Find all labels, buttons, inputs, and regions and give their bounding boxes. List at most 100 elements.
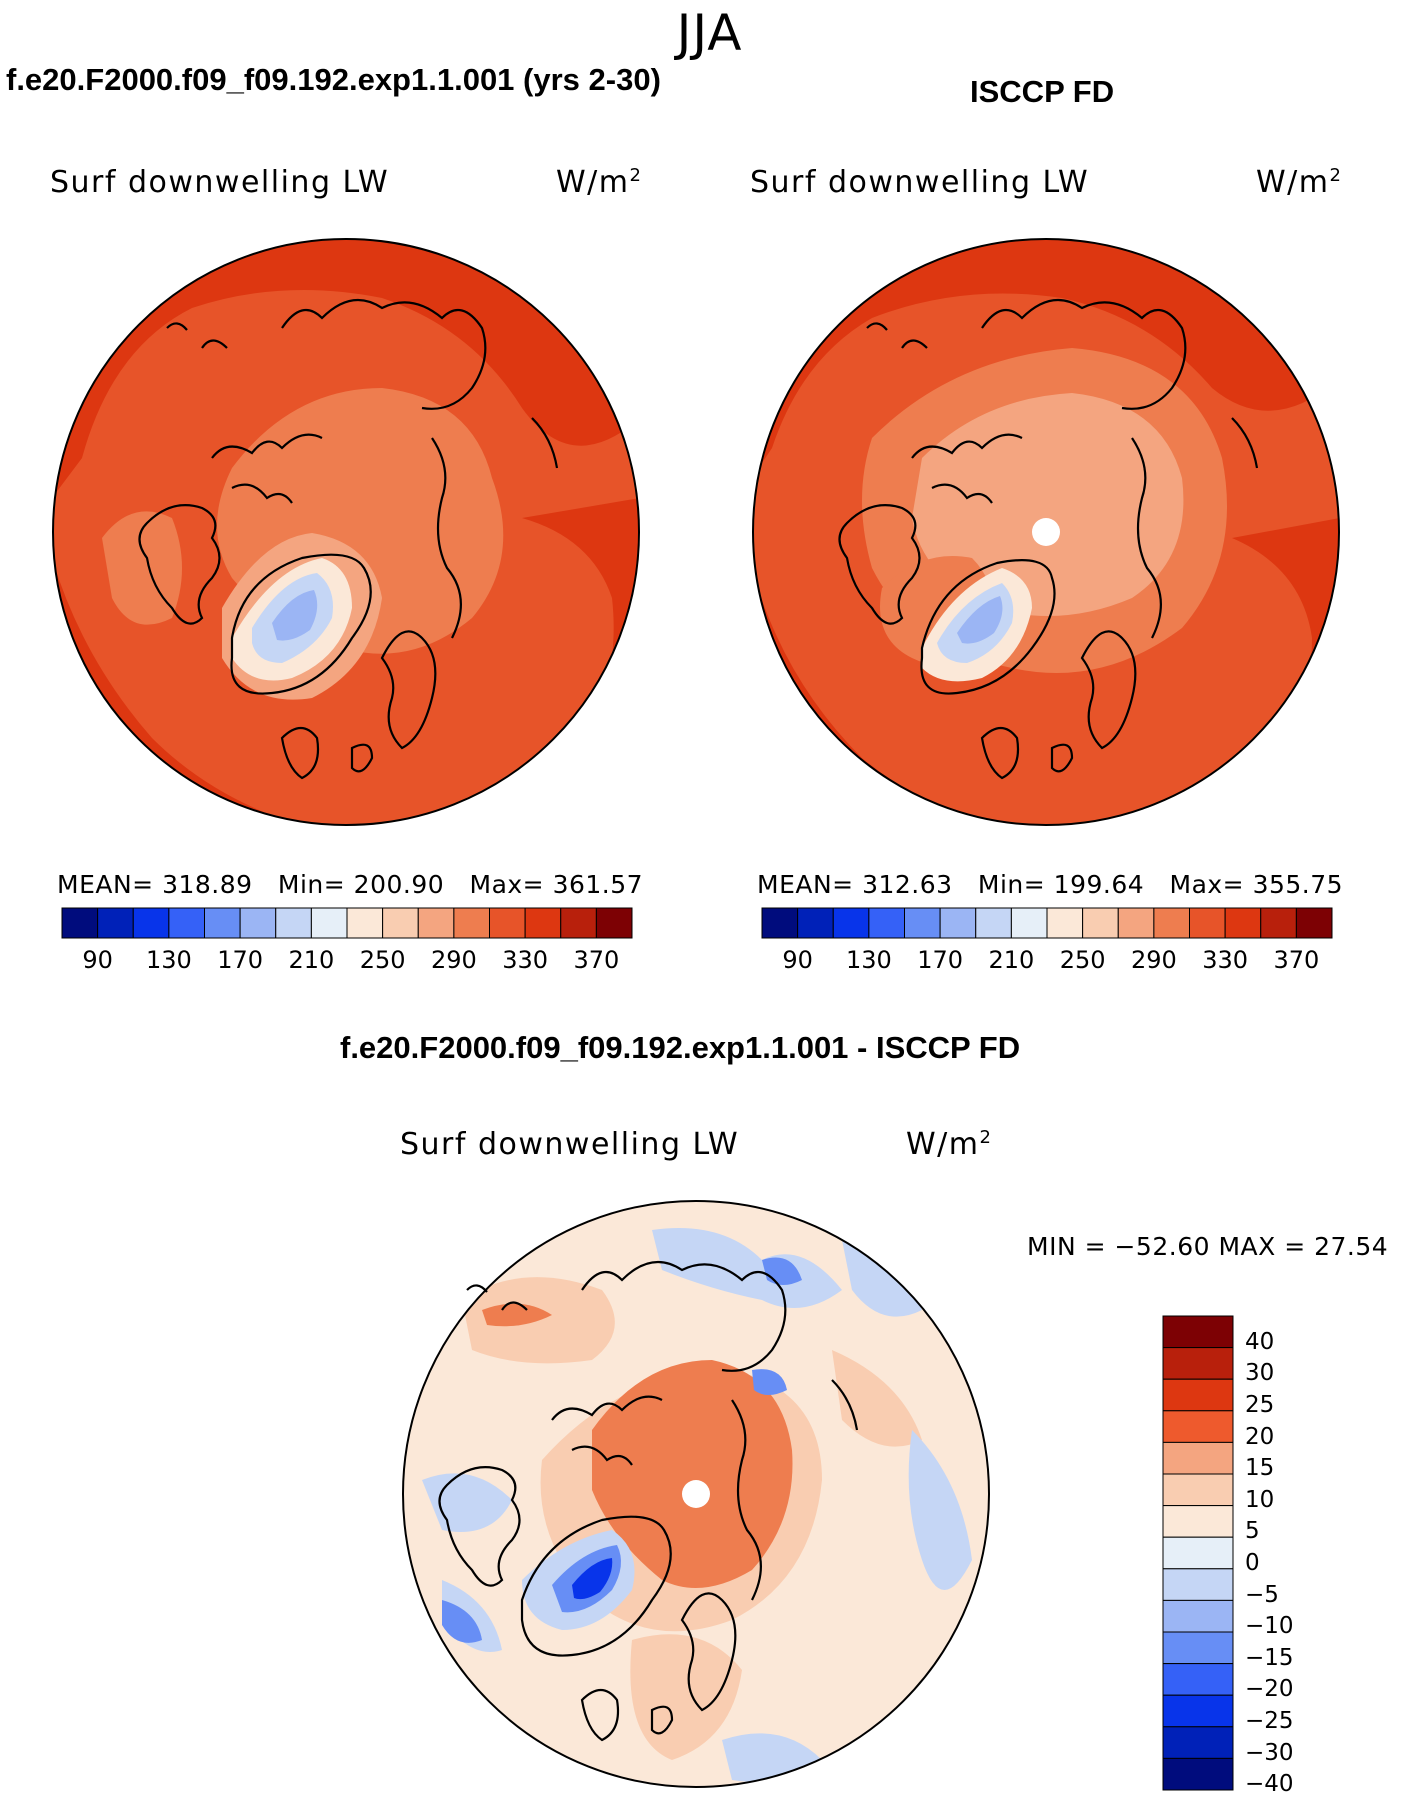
season-title: JJA [676, 4, 743, 62]
diff-panel-polar-map [402, 1200, 990, 1788]
panel-2-colorbar-swatch [1046, 907, 1084, 939]
panel-1-colorbar-tick-label: 290 [430, 946, 477, 974]
panel-1-colorbar-swatch [382, 907, 419, 939]
diff-colorbar-tick-label: −5 [1245, 1581, 1279, 1608]
panel-2-min-value: 199.64 [1053, 870, 1145, 899]
diff-colorbar-swatch [1162, 1536, 1234, 1570]
diff-colorbar-swatch [1162, 1441, 1234, 1475]
panel-2-colorbar-swatch [868, 907, 905, 939]
diff-colorbar-tick-label: 10 [1245, 1486, 1275, 1513]
panel-1-colorbar-swatch [346, 907, 384, 939]
diff-colorbar-tick-label: 25 [1245, 1392, 1275, 1419]
panel-2-max-value: 355.75 [1252, 870, 1344, 899]
panel-1-colorbar-swatch [275, 907, 312, 939]
panel-1-colorbar-swatch [132, 907, 170, 939]
panel-1-colorbar-swatch [97, 907, 134, 939]
panel-1-colorbar-swatch [168, 907, 205, 939]
panel-2-colorbar-tick-label: 210 [988, 946, 1035, 974]
panel-2-variable-label: Surf downwelling LW [750, 165, 1090, 200]
panel-2-colorbar-tick-label: 90 [782, 946, 813, 974]
panel-2-polar-map [752, 238, 1340, 826]
diff-colorbar-tick-label: 15 [1245, 1455, 1275, 1482]
diff-colorbar-swatch [1162, 1599, 1234, 1633]
diff-panel-units: W/m2 [906, 1127, 993, 1162]
panel-1-colorbar-tick-label: 170 [217, 946, 264, 974]
panel-2-colorbar-swatch [904, 907, 941, 939]
panel-1-colorbar-swatch [61, 907, 99, 939]
panel-2-colorbar-swatch [1260, 907, 1297, 939]
panel-2-colorbar-tick-label: 170 [917, 946, 964, 974]
diff-colorbar-swatch [1162, 1410, 1234, 1443]
panel-1-colorbar-swatch [417, 907, 455, 939]
panel-1-colorbar-swatch [310, 907, 348, 939]
diff-colorbar-swatch [1162, 1757, 1234, 1791]
panel-1-min-value: 200.90 [353, 870, 445, 899]
panel-2-colorbar-swatch [797, 907, 834, 939]
panel-2-mean-value: 312.63 [862, 870, 953, 899]
diff-colorbar-swatch [1162, 1505, 1234, 1538]
panel-1-mean-value: 318.89 [162, 870, 253, 899]
diff-colorbar-tick-label: −20 [1245, 1676, 1294, 1703]
diff-colorbar-tick-label: 0 [1245, 1550, 1260, 1577]
panel-1-variable-label: Surf downwelling LW [50, 165, 390, 200]
panel-2-colorbar-swatch [939, 907, 977, 939]
diff-colorbar-tick-label: 40 [1245, 1328, 1275, 1355]
panel-1-colorbar-swatch [560, 907, 597, 939]
panel-2-pole-missing-data [1032, 518, 1060, 546]
diff-colorbar-swatch [1162, 1663, 1234, 1696]
panel-2-colorbar-swatch [1224, 907, 1262, 939]
diff-panel-colorbar-labels: 40 30 25 20 15 10 5 0 −5 −10 −15 −20 −25 −30 −40 [1245, 1316, 1365, 1797]
diff-panel-title: f.e20.F2000.f09_f09.192.exp1.1.001 - ISC… [340, 1030, 1021, 1065]
panel-2-colorbar-swatch [1082, 907, 1119, 939]
panel-2-colorbar-swatch [761, 907, 799, 939]
panel-1-colorbar-swatch [489, 907, 526, 939]
panel-1-title: f.e20.F2000.f09_f09.192.exp1.1.001 (yrs … [6, 62, 661, 97]
panel-2-colorbar-swatch [1295, 907, 1333, 939]
diff-colorbar-swatch [1162, 1568, 1234, 1601]
panel-1-stats: MEAN= 318.89 Min= 200.90 Max= 361.57 [57, 870, 644, 899]
panel-1-colorbar [61, 907, 633, 939]
panel-2-colorbar-swatch [1010, 907, 1048, 939]
diff-colorbar-swatch [1162, 1347, 1234, 1380]
diff-panel-colorbar [1162, 1315, 1234, 1791]
panel-1-max-value: 361.57 [552, 870, 644, 899]
diff-colorbar-tick-label: −15 [1245, 1644, 1294, 1671]
panel-1-colorbar-tick-label: 370 [573, 946, 620, 974]
panel-1-units: W/m2 [556, 165, 643, 200]
panel-1-colorbar-tick-label: 90 [82, 946, 113, 974]
panel-2-colorbar-swatch [832, 907, 870, 939]
panel-1-colorbar-swatch [239, 907, 277, 939]
panel-1-polar-map [52, 238, 640, 826]
diff-colorbar-tick-label: −40 [1245, 1771, 1294, 1798]
panel-2-colorbar-tick-label: 250 [1059, 946, 1106, 974]
panel-2-colorbar-tick-label: 130 [845, 946, 892, 974]
diff-colorbar-swatch [1162, 1726, 1234, 1759]
diff-panel-minmax: MIN = −52.60 MAX = 27.54 [1027, 1232, 1389, 1261]
diff-panel-variable-label: Surf downwelling LW [400, 1127, 740, 1162]
diff-colorbar-tick-label: −25 [1245, 1708, 1294, 1735]
panel-2-colorbar-tick-label: 290 [1130, 946, 1177, 974]
panel-1-colorbar-tick-label: 130 [145, 946, 192, 974]
panel-1-colorbar-swatch [524, 907, 562, 939]
panel-1-colorbar-labels: 90 130 170 210 250 290 330 370 [62, 946, 632, 976]
panel-1-colorbar-tick-label: 330 [502, 946, 549, 974]
diff-colorbar-swatch [1162, 1631, 1234, 1665]
diff-colorbar-swatch [1162, 1694, 1234, 1728]
panel-2-colorbar-swatch [1189, 907, 1226, 939]
panel-1-colorbar-swatch [453, 907, 490, 939]
panel-1-colorbar-tick-label: 210 [288, 946, 335, 974]
panel-1-colorbar-swatch [595, 907, 633, 939]
panel-2-units: W/m2 [1256, 165, 1343, 200]
diff-colorbar-tick-label: 30 [1245, 1360, 1275, 1387]
diff-colorbar-tick-label: −30 [1245, 1739, 1294, 1766]
diff-colorbar-tick-label: 20 [1245, 1423, 1275, 1450]
panel-2-colorbar-swatch [1117, 907, 1155, 939]
diff-colorbar-swatch [1162, 1315, 1234, 1349]
panel-2-colorbar-tick-label: 330 [1202, 946, 1249, 974]
panel-2-stats: MEAN= 312.63 Min= 199.64 Max= 355.75 [757, 870, 1344, 899]
diff-colorbar-tick-label: −10 [1245, 1613, 1294, 1640]
diff-colorbar-swatch [1162, 1378, 1234, 1412]
diff-colorbar-swatch [1162, 1473, 1234, 1507]
panel-2-colorbar-swatch [975, 907, 1012, 939]
panel-2-colorbar [761, 907, 1333, 939]
